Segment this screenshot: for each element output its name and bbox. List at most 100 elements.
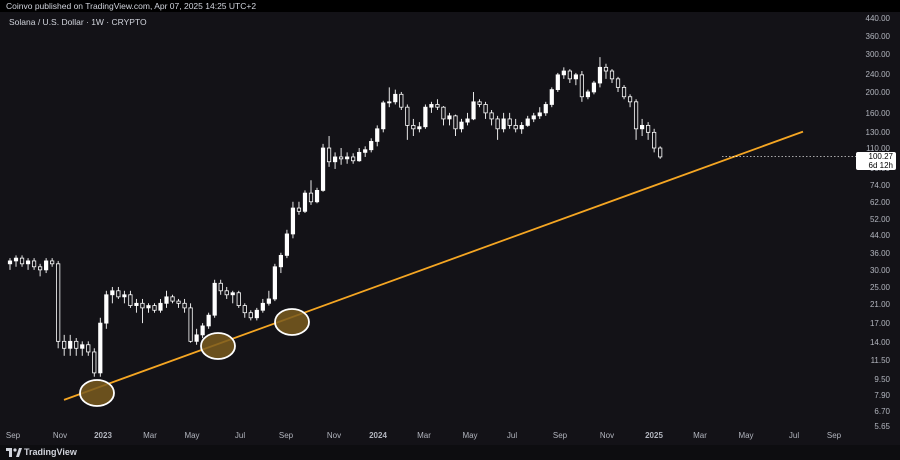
x-tick-label: May: [462, 431, 477, 440]
y-tick-label: 130.00: [866, 128, 891, 137]
candle-body: [579, 74, 585, 98]
y-tick-label: 44.00: [870, 231, 891, 240]
y-tick-label: 25.00: [870, 283, 891, 292]
candle-body: [176, 300, 181, 304]
chart-background: [0, 12, 900, 445]
candle-body: [471, 101, 476, 120]
chart-area[interactable]: 440.00 360.00 300.00 240.00 200.00 160.00 130.…: [0, 12, 900, 445]
candle-body: [459, 121, 464, 130]
candle-body: [477, 101, 482, 105]
x-tick-label: 2025: [645, 431, 663, 440]
candle-body: [260, 302, 265, 311]
x-tick-label: Sep: [279, 431, 294, 440]
x-tick-label: Sep: [827, 431, 842, 440]
publish-header: Coinvo published on TradingView.com, Apr…: [0, 0, 900, 12]
y-tick-label: 300.00: [866, 50, 891, 59]
y-tick-label: 7.90: [874, 391, 890, 400]
candle-body: [423, 106, 428, 128]
candle-body: [501, 118, 506, 130]
candle-body: [495, 118, 500, 130]
candle-body: [290, 207, 296, 235]
price-chart[interactable]: 440.00 360.00 300.00 240.00 200.00 160.00 130.…: [0, 12, 900, 445]
x-tick-label: Jul: [789, 431, 799, 440]
candle-body: [369, 141, 374, 151]
candle-body: [182, 302, 187, 309]
x-tick-label: Jul: [235, 431, 245, 440]
candle-body: [615, 78, 621, 88]
y-tick-label: 160.00: [866, 109, 891, 118]
candle-body: [7, 260, 13, 265]
candle-body: [218, 282, 223, 292]
candle-body: [122, 294, 127, 298]
highlight-circle: [79, 379, 115, 407]
candle-body: [399, 93, 404, 108]
candle-body: [248, 312, 253, 319]
candle-body: [525, 118, 530, 126]
candle-body: [206, 314, 211, 327]
last-price-tag: 100.27 6d 12h: [856, 152, 896, 170]
last-price-value: 100.27: [868, 152, 893, 161]
y-tick-label: 11.50: [871, 356, 891, 365]
candle-body: [441, 106, 446, 120]
candle-body: [591, 82, 597, 93]
y-tick-label: 440.00: [866, 14, 891, 23]
candle-body: [585, 91, 591, 98]
candle-body: [74, 340, 79, 349]
x-tick-label: Mar: [417, 431, 431, 440]
candle-body: [483, 104, 488, 114]
candle-body: [314, 189, 320, 203]
candle-body: [489, 112, 494, 120]
y-tick-label: 21.00: [870, 300, 891, 309]
candle-body: [308, 192, 314, 203]
x-tick-label: May: [738, 431, 753, 440]
candle-body: [381, 102, 386, 130]
candle-body: [128, 294, 133, 306]
candle-body: [146, 305, 151, 309]
candle-body: [561, 70, 566, 76]
x-tick-label: 2024: [369, 431, 387, 440]
candle-body: [31, 260, 37, 268]
candle-body: [296, 207, 302, 212]
x-tick-label: Sep: [6, 431, 21, 440]
x-tick-label: Nov: [53, 431, 67, 440]
x-tick-label: Nov: [327, 431, 341, 440]
candle-body: [417, 126, 422, 130]
y-tick-label: 360.00: [866, 32, 891, 41]
support-trendline: [63, 130, 804, 401]
x-tick-label: 2023: [94, 431, 112, 440]
tradingview-brand: TradingView: [24, 447, 77, 457]
candle-body: [640, 124, 645, 130]
candle-body: [363, 149, 368, 153]
y-tick-label: 36.00: [870, 249, 891, 258]
candle-body: [658, 147, 663, 158]
symbol-title: Solana / U.S. Dollar · 1W · CRYPTO: [9, 17, 147, 27]
candle-body: [332, 156, 338, 163]
y-tick-label: 200.00: [866, 88, 891, 97]
candle-body: [537, 112, 542, 117]
candle-body: [320, 147, 326, 191]
candle-body: [254, 309, 259, 319]
candle-body: [284, 233, 290, 256]
candle-body: [212, 282, 217, 316]
candle-body: [278, 255, 284, 268]
candle-body: [513, 124, 518, 130]
candle-body: [411, 124, 416, 130]
y-tick-label: 5.65: [874, 422, 890, 431]
candle-body: [393, 93, 398, 103]
candle-body: [345, 156, 350, 160]
candle-body: [609, 70, 615, 80]
candle-body: [447, 115, 452, 120]
candle-body: [98, 322, 103, 374]
candle-body: [236, 292, 241, 306]
candle-body: [652, 131, 657, 149]
candle-body: [555, 74, 560, 91]
y-tick-label: 52.00: [870, 215, 891, 224]
candle-body: [158, 302, 163, 311]
y-tick-label: 30.00: [870, 266, 891, 275]
candle-body: [170, 296, 175, 302]
candle-body: [519, 124, 524, 130]
candle-body: [140, 302, 145, 309]
candle-body: [633, 101, 639, 130]
candle-body: [86, 344, 91, 353]
